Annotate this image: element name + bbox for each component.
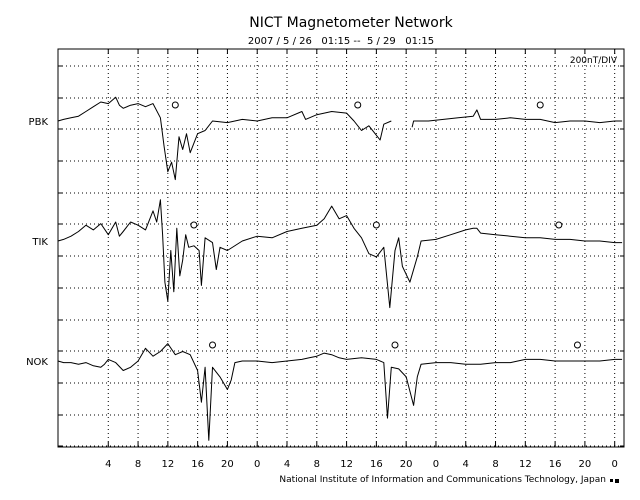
marker-circle [536, 101, 544, 109]
x-tick-label: 8 [314, 459, 320, 470]
x-tick-label: 8 [492, 459, 498, 470]
x-tick-label: 0 [612, 459, 618, 470]
x-tick-label: 4 [463, 459, 469, 470]
x-tick-label: 8 [135, 459, 141, 470]
x-tick-label: 16 [370, 459, 383, 470]
marker-circle [391, 341, 399, 349]
plot-frame [57, 48, 625, 448]
x-tick-label: 16 [549, 459, 562, 470]
marker-circle [354, 101, 362, 109]
x-tick-label: 0 [254, 459, 260, 470]
trace-nok [57, 343, 623, 441]
x-tick-label: 16 [191, 459, 204, 470]
x-tick-label: 20 [400, 459, 413, 470]
scale-label: 200nT/DIV [570, 56, 618, 66]
marker-circle [573, 341, 581, 349]
x-tick-label: 12 [161, 459, 174, 470]
x-tick-label: 4 [284, 459, 290, 470]
chart-title: NICT Magnetometer Network [249, 15, 453, 31]
station-traces: PBK TIK NOK [26, 96, 623, 441]
x-tick-label: 12 [340, 459, 353, 470]
station-label-pbk: PBK [29, 117, 49, 128]
marker-circle [555, 221, 563, 229]
x-tick-labels: 4 8 12 16 20 0 4 8 12 16 20 0 4 8 12 16 20 0 [105, 459, 618, 470]
x-tick-label: 0 [433, 459, 439, 470]
logo-mark [610, 479, 613, 482]
x-tick-label: 20 [221, 459, 234, 470]
marker-circle [209, 341, 217, 349]
marker-circle [171, 101, 179, 109]
logo-mark [615, 479, 619, 483]
station-label-tik: TIK [31, 237, 48, 248]
grid-layer [58, 49, 624, 447]
tick-layer [58, 49, 624, 447]
chart-subtitle: 2007 / 5 / 26 01:15 -- 5 / 29 01:15 [248, 36, 434, 47]
x-tick-label: 20 [579, 459, 592, 470]
marker-circle [190, 221, 198, 229]
x-tick-label: 12 [519, 459, 532, 470]
station-label-nok: NOK [26, 357, 48, 368]
x-tick-label: 4 [105, 459, 111, 470]
trace-pbk [57, 96, 623, 181]
trace-tik [57, 199, 623, 309]
credit-text: National Institute of Information and Co… [279, 475, 606, 485]
marker-circle [372, 221, 380, 229]
